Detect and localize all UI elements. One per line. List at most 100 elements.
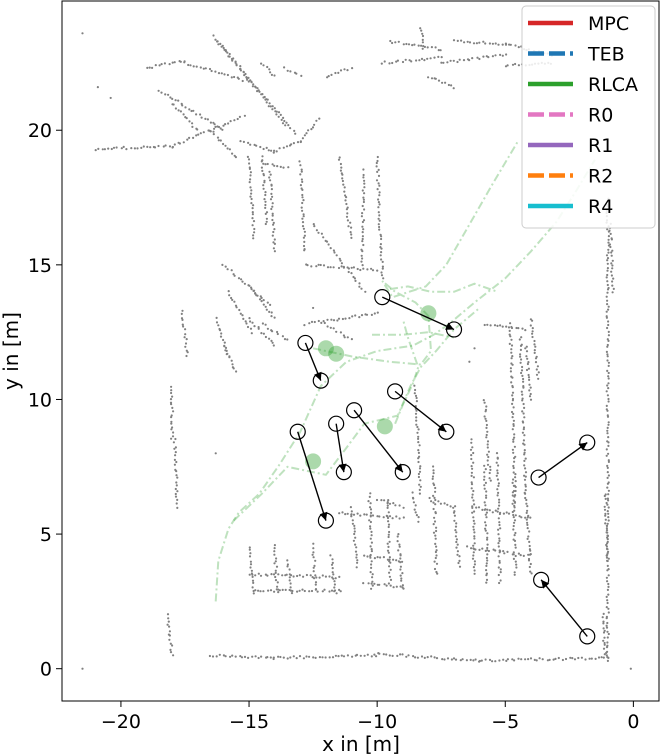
map-point: [361, 240, 364, 243]
map-point: [176, 498, 179, 501]
map-point: [247, 80, 250, 83]
map-point: [602, 612, 605, 616]
map-point: [282, 656, 285, 659]
map-point: [282, 146, 285, 149]
map-point: [423, 59, 426, 62]
map-point: [498, 523, 501, 527]
map-point: [484, 504, 487, 507]
map-point: [386, 501, 389, 504]
map-point: [366, 653, 369, 656]
map-wall-27: [312, 223, 367, 293]
map-point: [352, 513, 356, 516]
map-point: [249, 566, 252, 569]
map-point: [404, 58, 407, 61]
map-wall-9: [209, 130, 237, 159]
map-point: [511, 63, 515, 66]
map-point: [273, 562, 276, 565]
map-point: [486, 553, 489, 556]
map-point: [270, 184, 273, 187]
map-point: [331, 571, 334, 574]
map-point: [573, 658, 577, 661]
map-point: [320, 321, 323, 324]
map-point: [580, 656, 584, 659]
map-point: [498, 521, 501, 524]
map-point: [153, 146, 157, 149]
map-point: [339, 331, 342, 334]
map-point: [526, 362, 530, 366]
legend-entry-mpc: MPC: [528, 13, 629, 35]
map-wall-5: [171, 103, 199, 131]
map-point: [511, 448, 514, 451]
map-point: [370, 541, 373, 544]
map-point: [605, 606, 608, 609]
map-point: [472, 525, 475, 528]
map-point: [264, 163, 267, 166]
map-point: [168, 63, 171, 66]
map-point: [376, 188, 379, 191]
map-point: [355, 553, 358, 556]
map-point: [514, 554, 517, 558]
map-point: [335, 330, 338, 333]
map-point: [606, 656, 609, 659]
map-point: [522, 554, 525, 558]
map-point: [369, 527, 372, 530]
map-point: [185, 354, 188, 358]
map-point: [270, 311, 273, 314]
map-point: [421, 38, 424, 42]
map-point: [521, 327, 524, 330]
map-point: [251, 207, 254, 210]
map-point: [607, 574, 610, 577]
map-point: [130, 147, 133, 150]
x-tick-label: 0: [627, 711, 639, 733]
map-point: [353, 277, 356, 280]
map-point: [389, 578, 393, 582]
map-point: [250, 569, 253, 572]
map-isolated-point-6: [311, 306, 315, 310]
map-point: [607, 397, 610, 401]
map-point: [225, 353, 228, 356]
map-point: [606, 257, 610, 260]
map-point: [310, 320, 314, 323]
map-point: [492, 548, 495, 551]
map-wall-46: [529, 318, 540, 380]
map-point: [317, 319, 320, 323]
map-point: [315, 265, 318, 268]
map-point: [339, 259, 342, 262]
map-point: [605, 543, 608, 547]
pedestrian-end-circle: [533, 571, 550, 588]
map-point: [606, 599, 609, 602]
map-point: [259, 574, 263, 577]
map-point: [513, 495, 516, 498]
map-point: [273, 550, 276, 553]
map-point: [520, 658, 523, 661]
map-point: [421, 34, 425, 38]
map-point: [498, 559, 501, 563]
map-point: [497, 555, 500, 558]
map-point: [356, 267, 359, 271]
map-point: [195, 134, 198, 137]
map-point: [340, 265, 343, 268]
map-point: [301, 221, 305, 224]
pedestrian-start-circle: [289, 423, 306, 440]
map-wall-6: [94, 144, 174, 152]
map-point: [607, 421, 610, 424]
map-point: [355, 556, 358, 559]
map-point: [452, 39, 456, 42]
map-point: [225, 349, 228, 352]
map-point: [170, 389, 173, 392]
map-point: [342, 334, 345, 337]
pedestrian-5: [289, 423, 335, 529]
map-point: [249, 174, 252, 177]
map-point: [300, 178, 303, 181]
map-point: [507, 326, 511, 329]
map-point: [514, 476, 517, 479]
map-point: [397, 560, 400, 563]
map-point: [264, 200, 267, 203]
legend-entry-r4: R4: [528, 196, 613, 218]
map-point: [377, 174, 381, 177]
map-point: [526, 516, 529, 519]
map-point: [172, 654, 175, 657]
pedestrian-direction-arrow: [541, 579, 550, 589]
map-point: [301, 137, 304, 140]
map-wall-44: [483, 323, 527, 332]
